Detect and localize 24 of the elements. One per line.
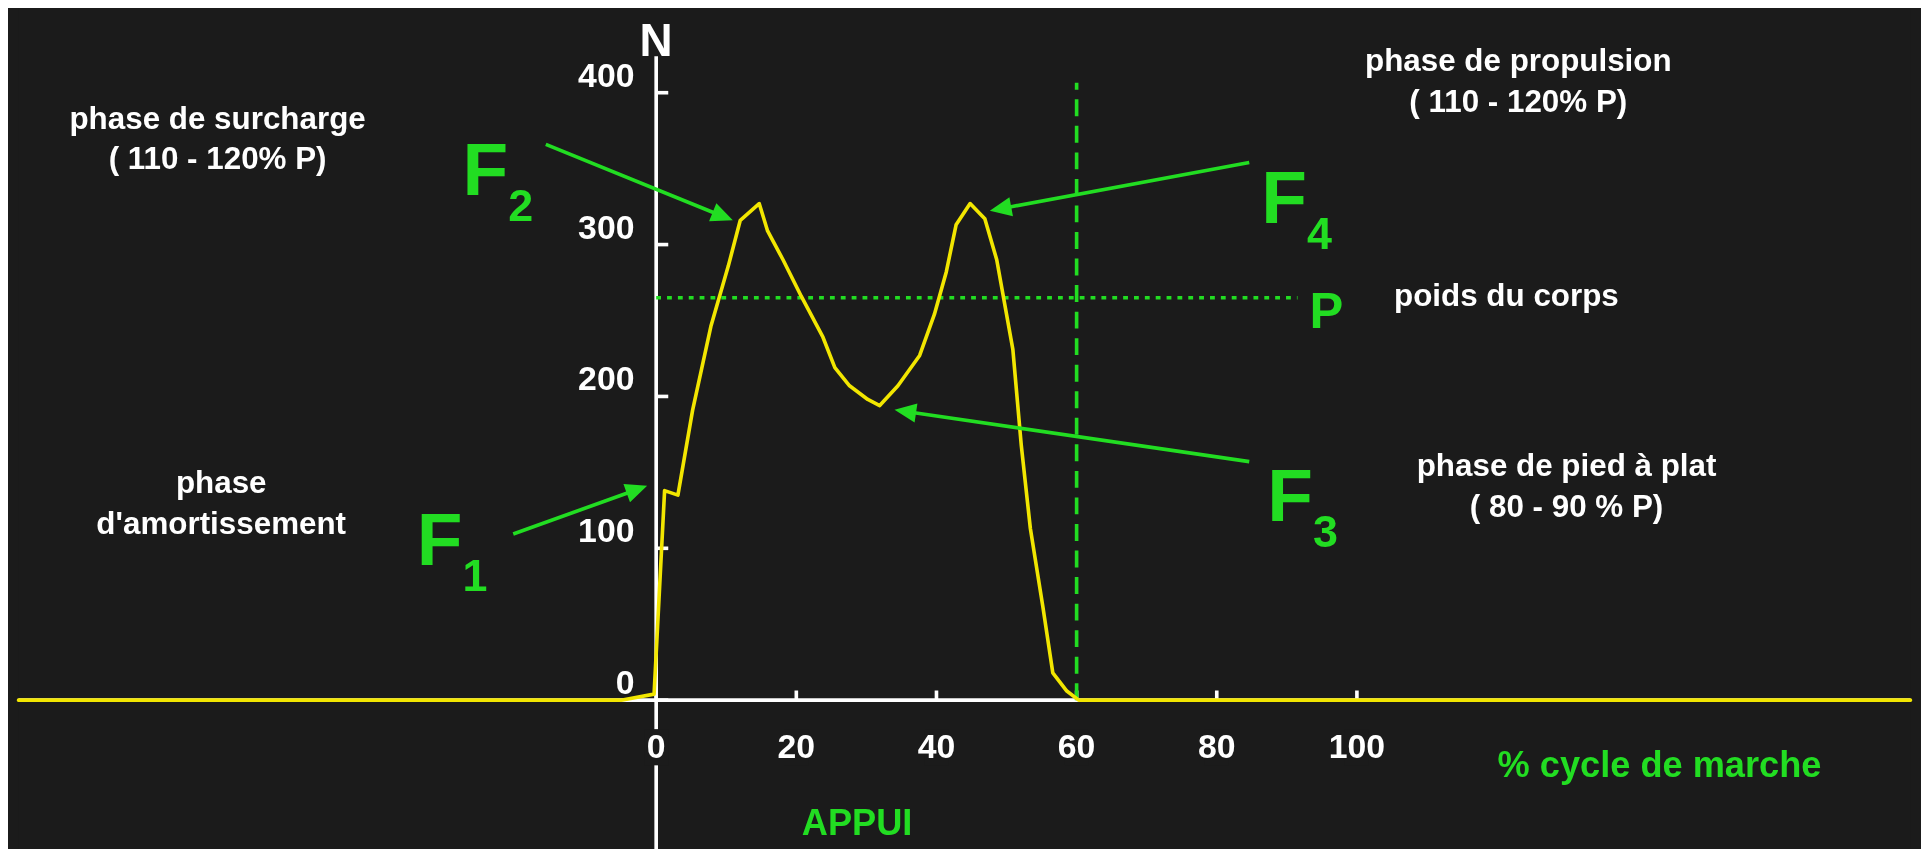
y-tick-label: 300 [578,207,635,246]
x-axis-title: % cycle de marche [1497,743,1822,785]
annotation: APPUI [801,801,913,843]
x-tick-label: 100 [1328,727,1386,766]
x-tick-label: 0 [646,727,666,766]
annotation: phase de pied à plat ( 80 - 90 % P) [1416,448,1718,524]
annotation: F$_{2}$ [462,127,534,231]
y-tick-label: 100 [578,511,635,550]
annotation: F$_{1}$ [416,497,488,601]
annotation: phase de propulsion ( 110 - 120% P) [1364,42,1672,119]
x-tick-label: 40 [917,727,956,766]
y-tick-label: 0 [615,663,635,702]
y-axis-title: N [639,14,673,67]
x-tick-label: 60 [1057,727,1096,766]
annotation: poids du corps [1394,278,1619,314]
annotation: F$_{4}$ [1261,154,1333,259]
ref-line-label: P [1309,282,1344,340]
x-tick-label: 80 [1197,727,1236,766]
annotation: phase d'amortissement [96,465,347,541]
y-tick-label: 400 [578,55,635,94]
x-tick-label: 20 [777,727,816,766]
annotation: F$_{3}$ [1267,452,1339,557]
y-tick-label: 200 [578,359,635,398]
annotation: phase de surcharge ( 110 - 120% P) [69,100,366,177]
